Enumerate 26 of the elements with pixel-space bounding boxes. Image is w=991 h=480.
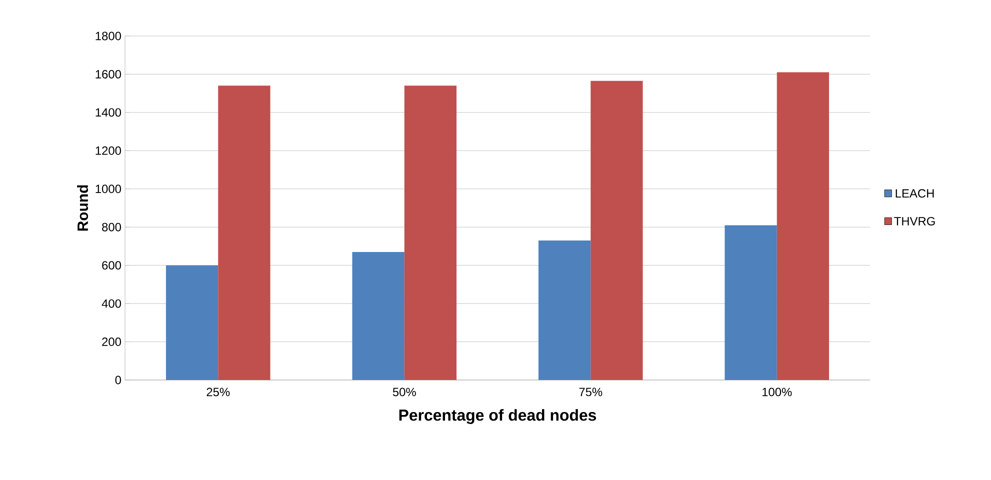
bar [404, 86, 457, 380]
x-axis-title: Percentage of dead nodes [399, 409, 596, 424]
y-tick-label: 1000 [96, 184, 122, 194]
y-axis-title: Round [77, 185, 88, 231]
x-tick-label: 25% [206, 388, 230, 396]
y-tick-label: 1800 [96, 32, 122, 40]
y-tick-label: 1600 [96, 70, 122, 78]
bar [724, 225, 777, 380]
y-tick-label: 1400 [96, 108, 122, 117]
y-tick-label: 200 [102, 338, 122, 346]
bar [352, 252, 404, 380]
bar [776, 72, 830, 380]
x-tick-label: 100% [762, 388, 792, 396]
y-tick-label: 400 [102, 299, 122, 308]
bar [218, 86, 270, 380]
bar [538, 240, 591, 380]
x-tick-label: 75% [579, 388, 602, 396]
bar [590, 80, 643, 380]
y-tick-label: 600 [102, 261, 122, 270]
legend-label: LEACH [896, 189, 934, 198]
y-tick-label: 0 [115, 376, 122, 384]
y-tick-label: 800 [102, 222, 122, 232]
bar [166, 265, 218, 380]
y-tick-label: 1200 [96, 146, 122, 155]
legend-label: THVRG [894, 216, 935, 226]
x-tick-label: 50% [392, 388, 416, 396]
